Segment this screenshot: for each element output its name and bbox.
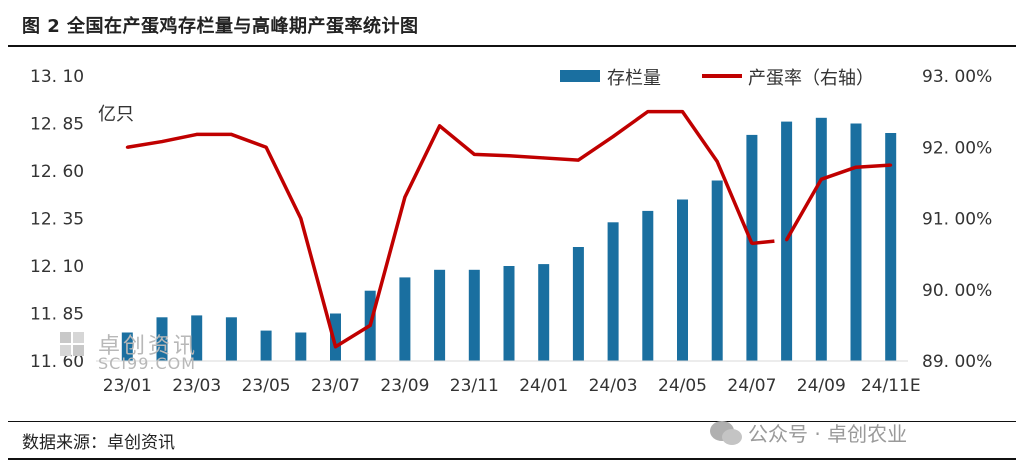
bar-23/06 <box>295 332 307 361</box>
rate-point-24/02 <box>576 158 580 162</box>
bar-24/05 <box>677 199 688 361</box>
y-right-axis: 93. 00% 92. 00% 91. 00% 90. 00% 89. 00% <box>922 67 992 372</box>
rate-point-24/10 <box>854 165 858 169</box>
chart: 13. 10 12. 85 12. 60 12. 35 12. 10 11. 85 11. … <box>30 67 992 396</box>
legend-label-line: 产蛋率（右轴） <box>748 68 874 89</box>
rate-point-24/07 <box>750 241 754 245</box>
watermark-logo-en: SCI99.COM <box>98 354 197 373</box>
rate-point-23/01 <box>125 145 129 149</box>
rate-point-24/04 <box>646 110 650 114</box>
bar-24/06 <box>711 180 723 361</box>
y-left-tick-label: 11. 85 <box>30 305 84 325</box>
line-layer <box>125 109 893 349</box>
y-left-tick-label: 13. 10 <box>30 67 84 87</box>
rate-point-23/10 <box>438 124 442 128</box>
sci99-logo-icon <box>60 332 84 356</box>
rate-point-23/09 <box>403 195 407 199</box>
y-left-unit-label: 亿只 <box>98 104 134 125</box>
watermark-logo-text: 卓创资讯 <box>98 334 199 359</box>
rate-point-23/02 <box>160 140 164 144</box>
bar-23/10 <box>434 269 446 361</box>
rate-point-24/06 <box>715 160 719 163</box>
x-tick-label: 23/05 <box>242 376 291 396</box>
bar-23/11 <box>468 269 480 361</box>
x-tick-label: 24/01 <box>519 376 568 396</box>
wechat-icon <box>710 421 742 445</box>
bar-24/10 <box>850 123 862 361</box>
x-tick-label: 23/03 <box>172 376 221 396</box>
chart-title: 图 2 全国在产蛋鸡存栏量与高峰期产蛋率统计图 <box>22 16 419 37</box>
footer-rule <box>8 421 1016 422</box>
y-left-axis: 13. 10 12. 85 12. 60 12. 35 12. 10 11. 85 11. … <box>30 67 84 372</box>
rate-point-23/04 <box>229 132 233 136</box>
x-tick-label: 24/03 <box>589 376 638 396</box>
rate-point-24/09 <box>819 177 823 181</box>
x-tick-label: 23/11 <box>450 376 499 396</box>
x-axis: 23/01 23/03 23/05 23/07 23/09 23/11 24/01 24/03… <box>103 376 921 396</box>
bar-23/01 <box>121 332 133 361</box>
rate-point-23/03 <box>195 132 199 136</box>
bar-23/02 <box>156 317 168 361</box>
rate-point-23/12 <box>507 154 511 158</box>
bottom-rule <box>8 458 1016 460</box>
x-tick-label: 23/07 <box>311 376 360 396</box>
legend: 存栏量 产蛋率（右轴） <box>560 68 874 89</box>
y-right-tick-label: 90. 00% <box>922 281 992 301</box>
data-source: 数据来源：卓创资讯 <box>22 433 175 453</box>
x-tick-label: 24/07 <box>727 376 776 396</box>
bar-23/03 <box>191 315 203 361</box>
x-tick-label: 24/05 <box>658 376 707 396</box>
y-right-tick-label: 91. 00% <box>922 210 992 230</box>
y-right-tick-label: 89. 00% <box>922 352 992 372</box>
rate-point-23/06 <box>299 217 303 220</box>
rate-point-23/08 <box>368 323 372 327</box>
rate-point-24/03 <box>611 135 615 139</box>
bar-24/03 <box>607 222 619 361</box>
rate-line-stub <box>751 239 775 246</box>
y-left-tick-label: 12. 60 <box>30 162 84 182</box>
legend-label-bar: 存栏量 <box>607 68 661 89</box>
rate-point-24/05 <box>681 110 684 114</box>
rate-point-24/11E <box>889 163 893 167</box>
bar-24/01 <box>538 264 550 361</box>
rate-line-segment-2 <box>785 163 891 241</box>
x-tick-label: 23/01 <box>103 376 152 396</box>
x-tick-label: 24/11E <box>861 376 921 396</box>
rate-point-23/07 <box>334 345 337 349</box>
x-tick-label: 24/09 <box>797 376 846 396</box>
bar-23/05 <box>260 330 272 361</box>
bar-23/04 <box>225 317 237 361</box>
y-left-tick-label: 11. 60 <box>30 352 84 372</box>
bar-24/11E <box>885 133 897 361</box>
rate-point-23/11 <box>472 152 476 156</box>
y-right-tick-label: 92. 00% <box>922 138 992 158</box>
title-rule <box>8 45 1016 47</box>
y-left-tick-label: 12. 10 <box>30 257 84 277</box>
bar-24/04 <box>642 210 654 361</box>
bar-23/07 <box>330 313 341 361</box>
legend-swatch-bar <box>560 70 600 82</box>
y-left-tick-label: 12. 35 <box>30 210 84 230</box>
bar-24/07 <box>746 134 758 361</box>
bar-24/09 <box>815 117 827 361</box>
rate-point-24/08 <box>785 238 789 242</box>
y-right-tick-label: 93. 00% <box>922 67 992 87</box>
bar-23/09 <box>399 277 411 361</box>
rate-point-23/05 <box>264 145 268 149</box>
rate-point-24/01 <box>542 156 546 160</box>
bar-23/12 <box>503 266 515 361</box>
bar-24/02 <box>572 247 584 361</box>
y-left-tick-label: 12. 85 <box>30 115 84 135</box>
x-tick-label: 23/09 <box>380 376 429 396</box>
wechat-watermark: 公众号 · 卓创农业 <box>748 422 908 446</box>
